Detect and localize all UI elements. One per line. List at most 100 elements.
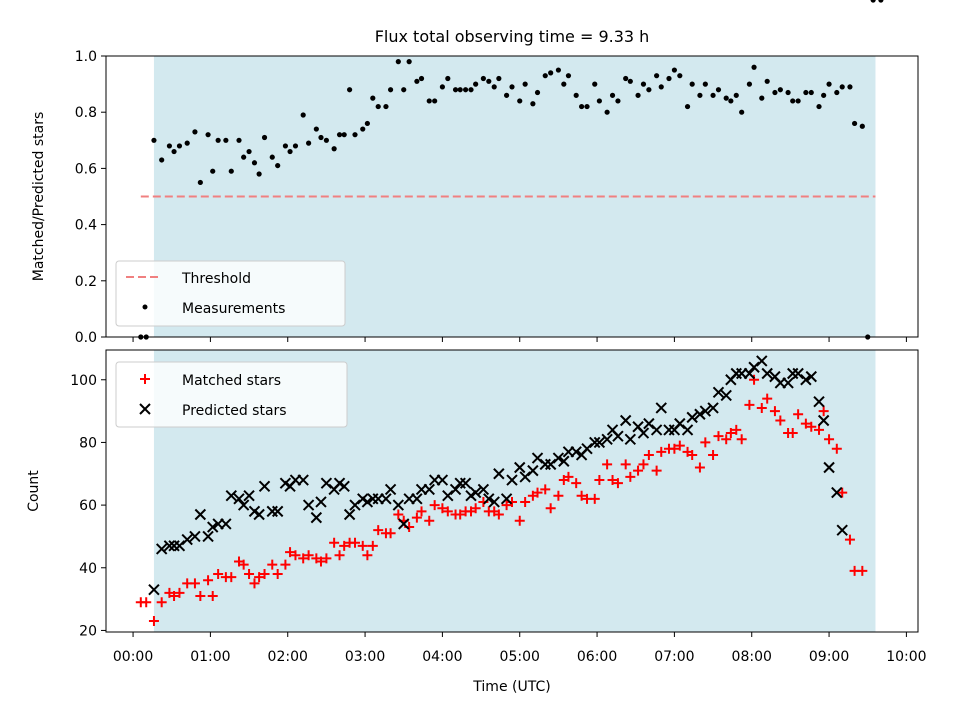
measurement-point [228, 168, 234, 174]
matched-star-point [674, 440, 685, 451]
measurement-point [383, 103, 389, 110]
measurement-point [166, 143, 173, 149]
measurement-point [772, 89, 778, 96]
measurement-point [746, 81, 753, 87]
measurement-point [751, 64, 757, 70]
top-y-axis-label: Matched/Predicted stars [31, 112, 47, 282]
measurement-point [548, 70, 554, 76]
matched-star-point [787, 428, 798, 439]
top-y-ticks: 0.0 0.2 0.4 0.6 0.8 1.0 [75, 49, 106, 346]
measurement-point [803, 89, 809, 96]
bottom-legend: Matched stars Predicted stars [115, 361, 348, 428]
bottom-y-ticks: 20 40 60 80 100 [70, 373, 106, 639]
legend-predicted-swatch [139, 403, 151, 415]
measurement-point [439, 84, 445, 90]
y-tick-label: 0.6 [75, 161, 97, 177]
measurement-point [432, 98, 438, 104]
predicted-star-point [782, 377, 794, 389]
y-tick-label: 80 [79, 435, 97, 451]
matched-star-point [254, 572, 265, 583]
predicted-star-point [398, 518, 410, 530]
measurement-point [834, 89, 840, 96]
predicted-star-point [519, 471, 531, 483]
predicted-star-point [384, 483, 397, 496]
matched-star-point [731, 424, 742, 435]
x-tick-label: 07:00 [654, 649, 694, 665]
measurement-point [414, 78, 420, 84]
matched-star-point [806, 421, 817, 432]
measurement-point [635, 92, 641, 98]
measurement-point [759, 95, 765, 101]
top-panel: 0.0 0.2 0.4 0.6 0.8 1.0 Flux total observing … [31, 0, 919, 346]
measurement-point [480, 75, 486, 82]
predicted-star-point [558, 455, 570, 467]
measurement-point [468, 87, 474, 93]
predicted-star-point [506, 474, 518, 486]
measurement-point [395, 59, 401, 65]
matched-star-point [442, 506, 453, 517]
matched-star-point [532, 487, 543, 498]
measurement-point [816, 103, 822, 110]
matched-stars-points [136, 374, 868, 627]
predicted-stars-points [149, 356, 848, 596]
predicted-star-point [380, 493, 392, 505]
measurement-point [306, 140, 312, 146]
predicted-star-point [514, 461, 526, 474]
legend-predicted-marker [139, 403, 151, 415]
predicted-star-point [202, 530, 214, 543]
measurement-point [561, 81, 567, 87]
chart-title: Flux total observing time = 9.33 h [375, 27, 650, 46]
matched-star-point [203, 575, 214, 586]
predicted-star-point [361, 496, 374, 508]
measurement-point [710, 92, 716, 98]
measurement-point [870, 0, 876, 3]
predicted-star-point [436, 474, 449, 486]
y-tick-label: 100 [70, 373, 97, 389]
x-axis-label: Time (UTC) [472, 679, 550, 695]
predicted-star-point [220, 518, 232, 530]
matched-star-point [694, 462, 705, 473]
matched-star-point [298, 553, 309, 564]
matched-star-point [226, 572, 237, 583]
measurement-point [790, 98, 796, 104]
measurement-point [592, 81, 598, 87]
measurement-point [261, 134, 268, 141]
matched-star-point [249, 578, 260, 589]
matched-star-point [793, 409, 804, 420]
predicted-star-point [817, 414, 830, 427]
measurement-point [318, 134, 324, 141]
measurement-point [826, 81, 832, 87]
matched-star-point [775, 415, 786, 426]
matched-star-point [520, 496, 531, 507]
measurement-point [627, 78, 633, 84]
matched-star-point [416, 506, 427, 517]
y-tick-label: 0.0 [75, 330, 97, 346]
measurement-point [387, 87, 394, 93]
measurement-point [584, 103, 590, 110]
matched-star-point [411, 512, 422, 523]
matched-star-point [329, 537, 340, 548]
measurement-point [666, 75, 672, 82]
predicted-star-point [681, 424, 694, 436]
measurement-point [223, 137, 229, 143]
predicted-star-point [297, 474, 309, 486]
y-tick-label: 0.8 [75, 105, 97, 121]
matched-star-point [612, 478, 623, 489]
matched-star-point [195, 590, 206, 601]
matched-star-point [749, 374, 760, 385]
measurement-point [715, 87, 722, 93]
matched-star-point [437, 503, 448, 514]
measurement-point [640, 81, 647, 87]
matched-star-point [736, 434, 747, 445]
predicted-star-point [527, 464, 539, 477]
measurement-point [352, 132, 358, 138]
legend-matched-marker [140, 374, 150, 384]
measurement-point [241, 154, 247, 160]
matched-star-point [708, 449, 719, 460]
matched-star-point [725, 428, 736, 439]
bottom-x-ticks: 00:00 01:00 02:00 03:00 04:00 05:00 06:00 07:00… [113, 632, 927, 665]
predicted-star-point [743, 367, 756, 380]
predicted-star-point [459, 477, 472, 489]
measurement-point [596, 98, 602, 104]
